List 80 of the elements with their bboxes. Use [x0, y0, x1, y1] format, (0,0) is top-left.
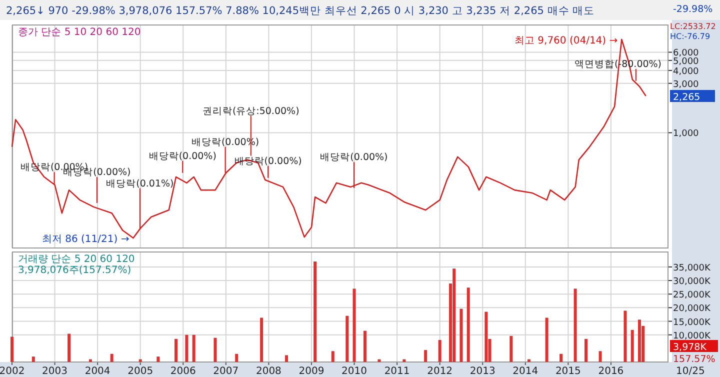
text: LC:2533.72 — [670, 22, 716, 31]
x-tick-label: 2010 — [342, 366, 367, 377]
bar — [624, 310, 627, 362]
annotation: 3,978,076주(157.57%) — [18, 265, 132, 276]
x-tick-label: 2008 — [256, 366, 282, 377]
x-tick-label: 2007 — [213, 366, 239, 377]
x-tick-label: 2016 — [598, 366, 624, 377]
annotation: 최저 86 (11/21) → — [42, 234, 130, 245]
annotation: 최고 9,760 (04/14) → — [514, 35, 618, 46]
bar — [156, 356, 160, 362]
bar — [424, 350, 428, 362]
text: 10/25 — [676, 366, 705, 377]
x-tick-label: 2005 — [128, 366, 154, 377]
bar — [138, 359, 142, 362]
y-tick-label: 4,000 — [673, 66, 700, 77]
annotation: 배당락(0.00%) — [148, 150, 216, 162]
chart-subtitle: 2,265↓ 970 -29.98% 3,978,076 157.57% 7.88% 10,245백만 최우선 2,265 0 시 3,230 고 3,235 저 2,265 매수 매도 — [6, 5, 595, 17]
x-tick-label: 2009 — [298, 366, 324, 377]
bar — [192, 334, 196, 362]
x-tick-label: 2012 — [427, 366, 453, 377]
annotation: 거래량 단순 5 20 60 120 — [18, 254, 135, 265]
bar — [331, 351, 334, 362]
bar — [510, 336, 513, 362]
y-tick-label: 1,000 — [673, 129, 700, 140]
bar — [560, 354, 563, 362]
y-tick-label: 35,000K — [673, 263, 712, 274]
bar — [32, 356, 35, 362]
x-tick-label: 2003 — [42, 366, 68, 377]
y-tick-label: 3,000 — [673, 80, 700, 90]
x-tick-label: 2014 — [512, 366, 538, 377]
bar — [68, 334, 71, 362]
bar — [174, 338, 178, 362]
x-tick-label: 2011 — [384, 366, 410, 377]
x-tick-label: 2015 — [555, 366, 581, 377]
bar — [584, 338, 588, 362]
bar — [378, 359, 381, 362]
y-tick-label: 5,000 — [673, 56, 700, 67]
bar — [598, 351, 602, 362]
y-tick-label: 30,000K — [673, 277, 712, 288]
bar — [545, 318, 548, 362]
bar — [484, 312, 488, 362]
bar — [235, 354, 238, 362]
y-tick-label: 15,000K — [673, 318, 712, 328]
bar — [110, 354, 114, 362]
bar — [574, 288, 577, 362]
annotation: 배당락(0.00%) — [320, 152, 388, 164]
x-tick-label: 2013 — [470, 366, 496, 377]
bar — [185, 334, 188, 362]
text: 3,978K — [673, 342, 708, 353]
bar — [438, 340, 442, 362]
annotation: 종가 단순 5 10 20 60 120 — [18, 27, 141, 38]
x-tick-label: 2002 — [0, 366, 25, 377]
text: 157.57% — [673, 354, 716, 365]
bar — [527, 359, 530, 362]
bar — [285, 355, 288, 362]
text: -29.98% — [673, 4, 713, 15]
y-tick-label: 10,000K — [673, 331, 712, 342]
bar — [10, 336, 14, 362]
bar — [346, 316, 349, 362]
bar — [466, 288, 470, 362]
bar — [314, 262, 317, 362]
bar — [638, 320, 641, 362]
annotation: 배당락(0.01%) — [106, 178, 174, 190]
bar — [630, 330, 634, 362]
bar — [363, 330, 366, 362]
bar — [352, 288, 356, 362]
x-tick-label: 2004 — [84, 366, 110, 377]
x-tick-label: 2006 — [170, 366, 196, 377]
bar — [88, 359, 92, 362]
y-tick-label: 6,000 — [673, 48, 700, 59]
y-tick-label: 25,000K — [673, 290, 712, 301]
annotation: 2,265 — [673, 92, 700, 103]
bar — [460, 308, 463, 362]
bar — [260, 318, 264, 362]
y-tick-label: 20,000K — [673, 304, 712, 314]
bar — [452, 268, 456, 362]
annotation: 권리락(유상:50.00%) — [202, 106, 300, 117]
text: HC:-76.79 — [670, 32, 710, 41]
bar — [214, 338, 217, 362]
bar — [402, 359, 406, 362]
